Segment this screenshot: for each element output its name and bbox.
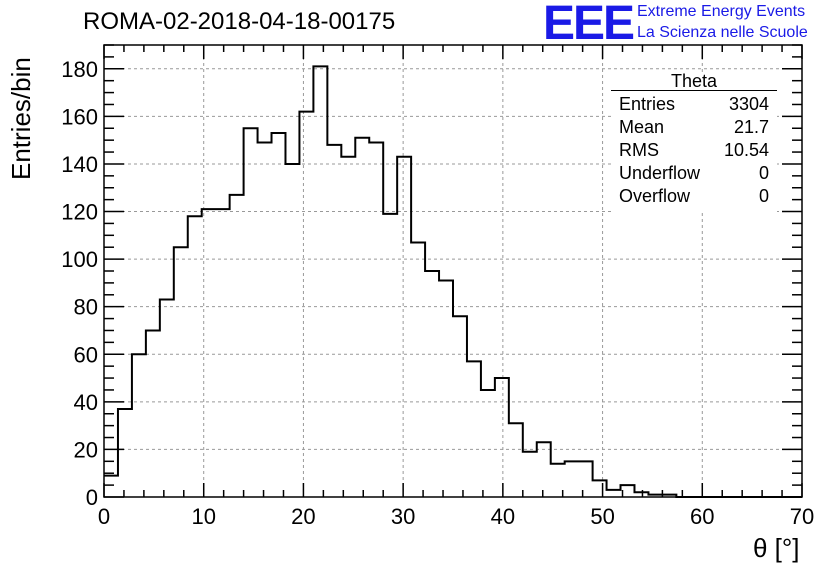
stats-value: 0 [758, 186, 769, 206]
y-axis-label: Entries/bin [6, 57, 36, 180]
x-axis-label: θ [°] [753, 533, 800, 563]
y-tick-label: 120 [61, 200, 98, 225]
histogram-bin [258, 143, 272, 497]
histogram-bin [481, 390, 495, 497]
histogram-bin [383, 214, 397, 497]
x-tick-label: 70 [790, 504, 814, 529]
histogram-bin [341, 157, 355, 497]
y-tick-label: 180 [61, 57, 98, 82]
y-tick-label: 20 [74, 437, 98, 462]
histogram-bin [216, 209, 230, 497]
stats-row-overflow: Overflow 0 [611, 185, 777, 208]
histogram-bin [355, 138, 369, 497]
y-tick-label: 160 [61, 104, 98, 129]
histogram-bin [285, 164, 299, 497]
stats-value: 21.7 [733, 117, 769, 137]
histogram-bin [118, 409, 132, 497]
histogram-bin [579, 461, 593, 497]
histogram-bin [369, 143, 383, 497]
stats-label: Mean [619, 117, 665, 137]
histogram-bin [244, 128, 258, 497]
histogram-bin [174, 247, 188, 497]
x-tick-label: 60 [690, 504, 714, 529]
stats-label: Entries [619, 94, 676, 114]
histogram-outline [104, 65, 802, 498]
stats-label: Underflow [619, 163, 701, 183]
x-tick-label: 30 [391, 504, 415, 529]
histogram-bin [607, 490, 621, 497]
stats-row-underflow: Underflow 0 [611, 162, 777, 185]
histogram-bin [146, 330, 160, 497]
y-tick-label: 100 [61, 247, 98, 272]
histogram-bin [495, 378, 509, 497]
stats-label: RMS [619, 140, 659, 160]
y-tick-label: 140 [61, 152, 98, 177]
stats-title: Theta [611, 72, 777, 91]
eee-logo: EEE [543, 0, 635, 50]
y-tick-label: 60 [74, 342, 98, 367]
x-tick-label: 0 [98, 504, 110, 529]
y-tick-label: 80 [74, 295, 98, 320]
stats-row-entries: Entries 3304 [611, 93, 777, 116]
x-tick-label: 20 [291, 504, 315, 529]
histogram-bin [411, 242, 425, 497]
stats-box: Theta Entries 3304 Mean 21.7 RMS 10.54 U… [611, 72, 777, 212]
stats-value: 0 [758, 163, 769, 183]
histogram-bin [425, 271, 439, 497]
histogram-bin [230, 195, 244, 497]
histogram-bin [593, 480, 607, 497]
histogram-bin [397, 157, 411, 497]
histogram-bin [299, 112, 313, 497]
histogram-bin [467, 361, 481, 497]
x-tick-label: 10 [191, 504, 215, 529]
stats-label: Overflow [619, 186, 691, 206]
histogram-bin [160, 300, 174, 497]
histogram-bin [104, 476, 118, 497]
logo-subtitle-2: La Scienza nelle Scuole [637, 24, 808, 41]
stats-row-rms: RMS 10.54 [611, 139, 777, 162]
histogram-bin [453, 316, 467, 497]
histogram-bin [523, 452, 537, 497]
stats-value: 3304 [728, 94, 769, 114]
histogram-bin [132, 354, 146, 497]
histogram-bin [202, 209, 216, 497]
stats-row-mean: Mean 21.7 [611, 116, 777, 139]
x-tick-label: 50 [590, 504, 614, 529]
histogram-bin [188, 216, 202, 497]
histogram-bin [313, 66, 327, 497]
histogram-bin [537, 442, 551, 497]
chart-title: ROMA-02-2018-04-18-00175 [83, 8, 396, 35]
x-tick-label: 40 [491, 504, 515, 529]
y-tick-label: 40 [74, 390, 98, 415]
stats-value: 10.54 [723, 140, 769, 160]
histogram-bin [439, 281, 453, 497]
histogram-bin [272, 133, 286, 497]
logo-subtitle-1: Extreme Energy Events [637, 3, 806, 20]
y-tick-label: 0 [86, 485, 98, 510]
histogram-bin [327, 145, 341, 497]
histogram-bin [565, 461, 579, 497]
histogram-bin [509, 423, 523, 497]
